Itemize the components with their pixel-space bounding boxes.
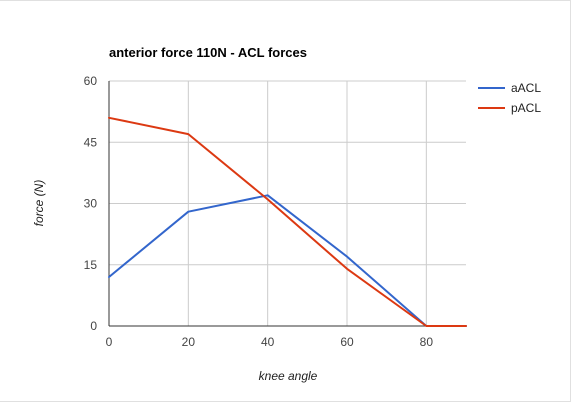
grid xyxy=(109,80,466,326)
y-tick-label-30: 30 xyxy=(84,197,98,211)
x-tick-labels: 0 20 40 60 80 xyxy=(106,335,434,349)
series-line-pACL xyxy=(108,116,467,327)
y-tick-labels: 0 15 30 45 60 xyxy=(84,74,98,333)
legend-label-pACL: pACL xyxy=(511,101,541,115)
legend-label-aACL: aACL xyxy=(511,81,541,95)
y-tick-label-60: 60 xyxy=(84,74,98,88)
x-axis-label: knee angle xyxy=(259,369,318,383)
x-tick-label-40: 40 xyxy=(261,335,275,349)
x-tick-label-0: 0 xyxy=(106,335,113,349)
legend: aACL pACL xyxy=(478,81,541,115)
x-tick-label-20: 20 xyxy=(182,335,196,349)
series-line-aACL xyxy=(108,194,467,327)
y-tick-label-15: 15 xyxy=(84,258,98,272)
axes xyxy=(108,81,466,327)
x-tick-label-60: 60 xyxy=(340,335,354,349)
series-lines xyxy=(108,116,467,327)
y-tick-label-0: 0 xyxy=(90,319,97,333)
chart-title: anterior force 110N - ACL forces xyxy=(109,45,307,60)
y-tick-label-45: 45 xyxy=(84,135,98,149)
x-tick-label-80: 80 xyxy=(420,335,434,349)
y-axis-label: force (N) xyxy=(32,180,46,227)
